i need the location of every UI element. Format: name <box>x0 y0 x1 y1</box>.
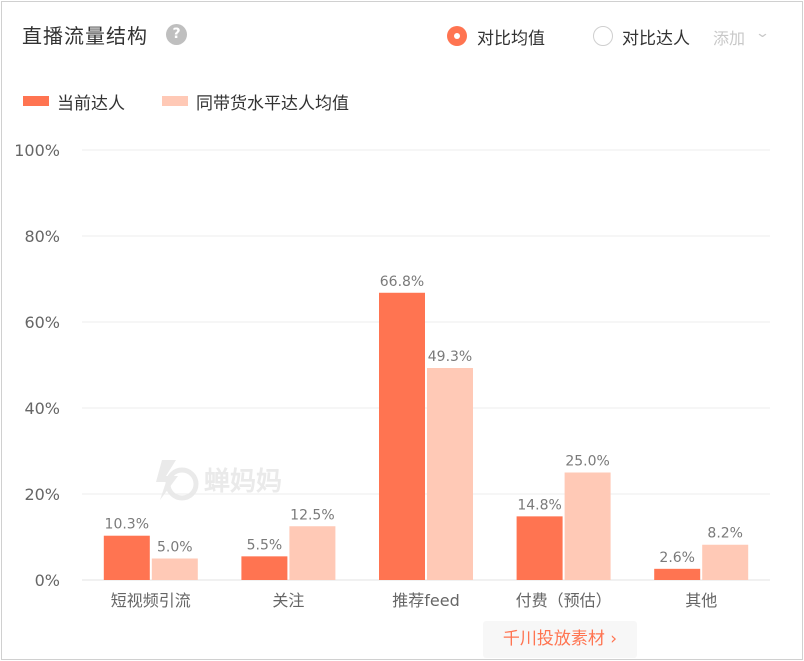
x-tick-label: 付费（预估） <box>516 591 612 610</box>
legend-label-average: 同带货水平达人均值 <box>196 94 349 114</box>
y-tick-label: 60% <box>24 313 60 332</box>
compare-avg-label[interactable]: 对比均值 <box>477 29 545 49</box>
y-tick-label: 40% <box>24 399 60 418</box>
data-label: 12.5% <box>290 507 334 523</box>
bar-average <box>151 558 198 580</box>
data-label: 5.0% <box>157 540 193 556</box>
page-title: 直播流量结构 <box>22 24 148 48</box>
x-tick-label: 推荐feed <box>392 591 459 610</box>
y-tick-label: 0% <box>35 571 60 590</box>
bar-current <box>379 292 425 580</box>
data-label: 66.8% <box>380 274 424 290</box>
grid-lines <box>82 149 770 581</box>
data-label: 2.6% <box>659 550 695 566</box>
legend-label-current: 当前达人 <box>57 94 125 114</box>
bar-current <box>103 535 150 580</box>
bars: 10.3% 5.0% 5.5% 12.5% 66.8% 49.3% 14.8% 25.0% 2.… <box>103 274 749 580</box>
y-tick-label: 20% <box>24 485 60 504</box>
x-axis-ticks: 短视频引流 关注 推荐feed 付费（预估） 其他 <box>111 591 717 610</box>
bar-current <box>516 516 563 580</box>
add-creator-button[interactable]: 添加 <box>713 29 746 48</box>
y-tick-label: 80% <box>24 227 60 246</box>
bar-average <box>564 472 611 580</box>
data-label: 14.8% <box>517 497 561 513</box>
data-label: 8.2% <box>707 526 743 542</box>
x-tick-label: 短视频引流 <box>111 591 191 610</box>
compare-avg-radio[interactable] <box>447 26 467 46</box>
data-label: 25.0% <box>565 454 609 470</box>
x-tick-label: 其他 <box>685 591 717 610</box>
bar-average <box>427 368 473 580</box>
chanmama-logo-icon: 蝉妈妈 <box>156 460 282 501</box>
compare-creator-radio[interactable] <box>593 26 613 46</box>
data-label: 10.3% <box>105 517 149 533</box>
bar-current <box>654 568 701 580</box>
x-tick-label: 关注 <box>272 591 304 610</box>
data-label: 5.5% <box>247 537 283 553</box>
question-icon[interactable]: ? <box>166 24 187 45</box>
y-tick-label: 100% <box>14 141 60 160</box>
chevron-down-icon[interactable]: ⌄ <box>754 26 771 41</box>
compare-creator-label[interactable]: 对比达人 <box>622 29 690 49</box>
bar-average <box>702 544 749 580</box>
watermark-text: 蝉妈妈 <box>204 466 282 497</box>
qianchuan-materials-button[interactable]: 千川投放素材 › <box>483 621 637 658</box>
bar-current <box>241 556 288 580</box>
legend-swatch-current <box>23 96 49 106</box>
data-label: 49.3% <box>428 349 472 365</box>
legend-swatch-average <box>162 96 188 106</box>
bar-average <box>289 526 336 580</box>
y-axis-ticks: 0% 20% 40% 60% 80% 100% <box>14 141 60 590</box>
